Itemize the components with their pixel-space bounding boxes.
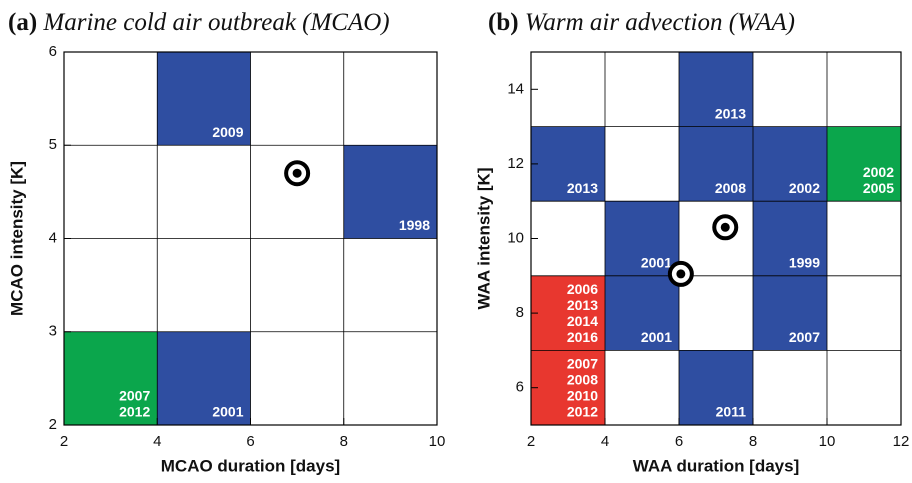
- cell: [64, 331, 158, 425]
- x-axis-label: MCAO duration [days]: [161, 456, 340, 475]
- target-center: [720, 222, 730, 232]
- y-tick-label: 3: [49, 323, 57, 340]
- target-center: [292, 168, 302, 178]
- y-tick-label: 6: [49, 43, 57, 60]
- cell: [753, 275, 827, 351]
- cell-label: 2012: [119, 404, 150, 420]
- y-tick-label: 10: [507, 229, 524, 246]
- x-tick-label: 10: [429, 433, 446, 450]
- x-tick-label: 8: [340, 433, 348, 450]
- title-text: Marine cold air outbreak (MCAO): [42, 9, 389, 36]
- cell-label: 2007: [789, 329, 820, 345]
- y-tick-label: 8: [516, 304, 524, 321]
- cell: [753, 201, 827, 276]
- cell-label: 2001: [212, 404, 243, 420]
- y-tick-label: 12: [507, 155, 524, 172]
- cell: [827, 126, 901, 202]
- x-tick-label: 12: [893, 433, 910, 450]
- y-tick-label: 6: [516, 379, 524, 396]
- cell-label: 2013: [715, 105, 746, 121]
- x-tick-label: 8: [749, 433, 757, 450]
- cell-label: 2012: [567, 404, 598, 420]
- y-axis-label: WAA intensity [K]: [474, 168, 493, 310]
- cell: [679, 350, 753, 425]
- cell-label: 2007: [119, 388, 150, 404]
- cell: [531, 350, 605, 425]
- cell: [343, 145, 437, 239]
- cell-label: 2014: [567, 313, 598, 329]
- cell-label: 1999: [789, 255, 820, 271]
- cell: [679, 52, 753, 127]
- x-tick-label: 2: [527, 433, 535, 450]
- cell-label: 2010: [567, 388, 598, 404]
- y-tick-label: 5: [49, 136, 57, 153]
- cell-label: 2002: [789, 180, 820, 196]
- cell-label: 2013: [567, 297, 598, 313]
- cell: [679, 126, 753, 202]
- panel-label: (b): [488, 9, 519, 36]
- y-tick-label: 4: [49, 229, 57, 246]
- cell-label: 2008: [567, 372, 598, 388]
- cell: [531, 126, 605, 202]
- target-center: [676, 269, 686, 279]
- cell: [157, 331, 251, 425]
- y-axis-label: MCAO intensity [K]: [7, 161, 26, 316]
- cell-label: 2011: [716, 404, 747, 420]
- x-tick-label: 2: [60, 433, 68, 450]
- x-tick-label: 4: [601, 433, 609, 450]
- cell: [157, 52, 251, 146]
- y-tick-label: 14: [507, 80, 524, 97]
- panel-title: (b) Warm air advection (WAA): [488, 9, 795, 36]
- panel-title: (a) Marine cold air outbreak (MCAO): [8, 9, 390, 36]
- x-tick-label: 6: [675, 433, 683, 450]
- cell: [753, 126, 827, 202]
- cell: [605, 201, 679, 276]
- cell-label: 2006: [567, 281, 598, 297]
- cell-label: 2016: [567, 329, 598, 345]
- cell: [531, 275, 605, 351]
- cell-label: 2001: [641, 255, 672, 271]
- cell-label: 2007: [567, 356, 598, 372]
- cell-label: 2005: [863, 180, 894, 196]
- y-tick-label: 2: [49, 416, 57, 433]
- panel-label: (a): [8, 9, 37, 36]
- cell-label: 2013: [567, 180, 598, 196]
- x-tick-label: 6: [246, 433, 254, 450]
- cell: [605, 275, 679, 351]
- title-text: Warm air advection (WAA): [525, 9, 795, 36]
- x-axis-label: WAA duration [days]: [633, 456, 800, 475]
- cell-label: 2008: [715, 180, 746, 196]
- cell-label: 2001: [641, 329, 672, 345]
- cell-label: 1998: [399, 217, 430, 233]
- x-tick-label: 10: [819, 433, 836, 450]
- cell-label: 2009: [212, 124, 243, 140]
- cell-label: 2002: [863, 164, 894, 180]
- x-tick-label: 4: [153, 433, 161, 450]
